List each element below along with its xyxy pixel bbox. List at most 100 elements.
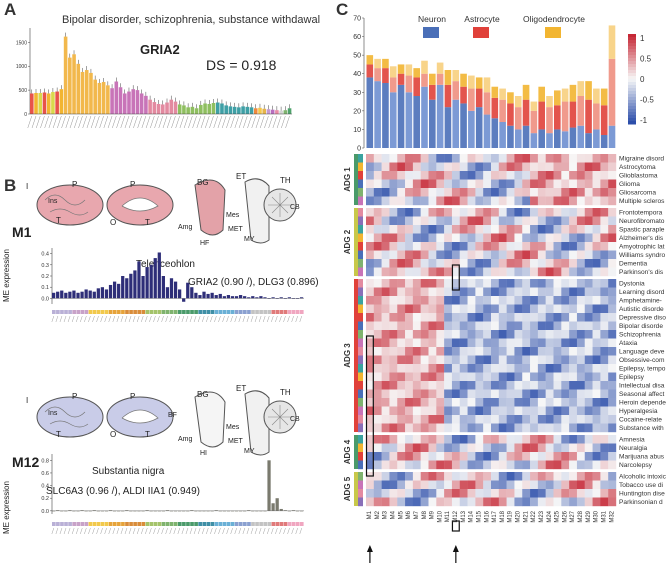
x-tick-label: [264, 115, 269, 129]
heatmap-cell: [608, 287, 617, 297]
heatmap-cell: [405, 330, 414, 339]
heatmap-cell: [373, 443, 382, 453]
heatmap-cell: [467, 225, 476, 234]
heatmap-cell: [405, 196, 414, 206]
heatmap-cell: [530, 381, 539, 390]
heatmap-cell: [467, 443, 476, 453]
x-tick-label: [112, 527, 115, 535]
heatmap-cell: [600, 233, 609, 243]
x-tick-label: [197, 315, 201, 323]
heatmap-cell: [561, 497, 570, 507]
heatmap-cell: [381, 225, 390, 234]
heatmap-cell: [397, 497, 406, 507]
x-tick-label: [153, 315, 156, 323]
heatmap-cell: [584, 313, 593, 322]
region-swatch: [100, 522, 105, 526]
heatmap-cell: [561, 389, 570, 399]
x-tick-label: [107, 115, 113, 129]
heatmap-cell: [553, 398, 562, 407]
x-tick-label: [161, 527, 164, 535]
heatmap-cell: [428, 330, 437, 339]
heatmap-cell: [451, 497, 460, 507]
heatmap-cell: [498, 480, 507, 490]
row-color-swatch: [358, 435, 363, 444]
row-color-swatch: [358, 225, 363, 234]
bar: [80, 291, 84, 299]
heatmap-cell: [397, 313, 406, 322]
heatmap-cell: [498, 389, 507, 399]
heatmap-cell: [545, 480, 554, 490]
heatmap-cell: [405, 497, 414, 507]
heatmap-cell: [530, 208, 539, 217]
heatmap-cell: [389, 196, 398, 206]
heatmap-cell: [436, 460, 445, 470]
x-tick-label: [103, 115, 109, 129]
stacked-bar-segment: [600, 105, 608, 135]
region-swatch: [271, 310, 276, 314]
bar: [60, 510, 64, 512]
heatmap-cell: [576, 435, 585, 444]
heatmap-cell: [522, 480, 531, 490]
heatmap-cell: [576, 162, 585, 172]
heatmap-cell: [373, 216, 382, 226]
heatmap-cell: [553, 443, 562, 453]
heatmap-cell: [475, 338, 484, 348]
heatmap-cell: [389, 179, 398, 189]
heatmap-cell: [397, 208, 406, 217]
heatmap-cell: [584, 472, 593, 481]
region-swatch: [178, 522, 182, 526]
x-tick-label: [250, 315, 254, 323]
heatmap-cell: [576, 196, 585, 206]
brain-label: BF: [168, 412, 177, 419]
heatmap-cell: [459, 489, 468, 498]
heatmap-cell: [576, 452, 585, 461]
heatmap-cell: [366, 355, 375, 365]
group-label: ADG 5: [343, 476, 352, 501]
heatmap-cell: [405, 216, 414, 226]
heatmap-cell: [475, 452, 484, 461]
heatmap-cell: [451, 406, 460, 416]
bar: [76, 510, 80, 512]
heatmap-cell: [373, 304, 382, 314]
stacked-bar-segment: [577, 81, 585, 96]
bar: [72, 290, 76, 299]
heatmap-cell: [436, 242, 445, 251]
heatmap-cell: [475, 225, 484, 234]
bar: [199, 104, 203, 114]
row-color-swatch: [358, 279, 363, 288]
x-tick-label: [255, 115, 261, 129]
disease-label: Intellectual disa: [619, 383, 665, 390]
heatmap-cell: [373, 489, 382, 498]
bar: [263, 510, 267, 512]
heatmap-cell: [592, 267, 601, 277]
heatmap-cell: [459, 313, 468, 322]
x-tick-label: [84, 527, 87, 535]
bar: [173, 510, 178, 512]
heatmap-cell: [420, 364, 429, 373]
heatmap-cell: [491, 372, 500, 382]
heatmap-cell: [467, 171, 476, 180]
row-color-swatch: [358, 321, 363, 331]
heatmap-cell: [545, 196, 554, 206]
heatmap-cell: [584, 259, 593, 268]
heatmap-cell: [569, 216, 578, 226]
x-tick-label: [258, 527, 262, 535]
heatmap-cell: [389, 423, 398, 433]
row-color-swatch: [358, 233, 363, 243]
heatmap-cell: [514, 381, 523, 390]
heatmap-cell: [366, 259, 375, 268]
heatmap-cell: [436, 435, 445, 444]
brain-label: Amg: [178, 224, 193, 231]
stacked-bar-segment: [460, 86, 467, 104]
heatmap-cell: [491, 216, 500, 226]
bar: [267, 298, 271, 299]
disease-label: Amyotrophic lat: [619, 244, 665, 251]
heatmap-cell: [522, 435, 531, 444]
bar: [165, 102, 169, 114]
region-swatch: [234, 310, 239, 314]
heatmap-cell: [436, 472, 445, 481]
bar: [279, 297, 283, 299]
disease-label: Schizophrenia: [619, 332, 661, 339]
heatmap-cell: [405, 415, 414, 424]
